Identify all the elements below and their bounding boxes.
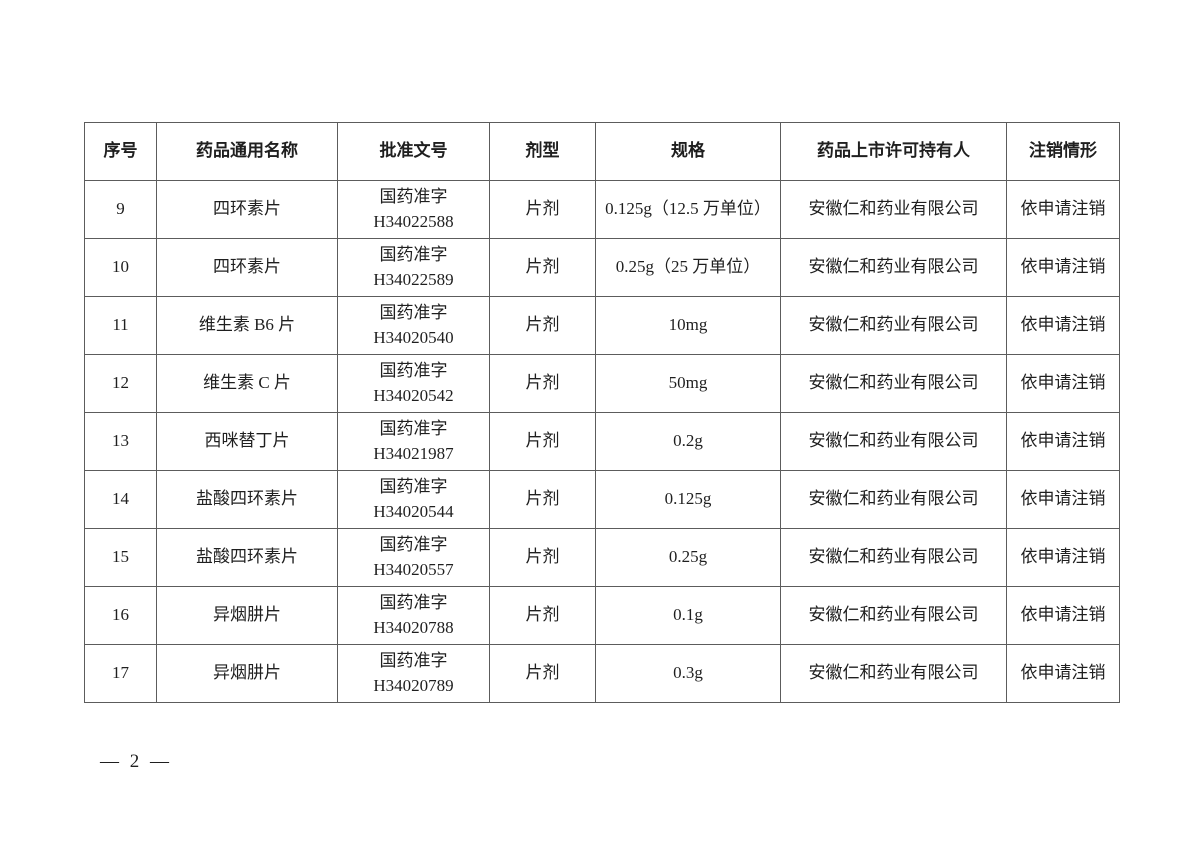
cell-no: 9	[84, 180, 157, 239]
cell-spec: 0.25g	[595, 528, 781, 587]
cell-form: 片剂	[489, 412, 596, 471]
cell-status: 依申请注销	[1006, 238, 1120, 297]
drug-deregistration-table: 序号 药品通用名称 批准文号 剂型 规格 药品上市许可持有人 注销情形 9 四环素…	[84, 122, 1120, 703]
cell-form: 片剂	[489, 354, 596, 413]
cell-status: 依申请注销	[1006, 180, 1120, 239]
cell-form: 片剂	[489, 644, 596, 703]
table-row: 9 四环素片 国药准字 H34022588 片剂 0.125g（12.5 万单位） 安徽仁…	[84, 180, 1120, 239]
cell-approval: 国药准字 H34020542	[337, 354, 490, 413]
cell-status: 依申请注销	[1006, 528, 1120, 587]
cell-form: 片剂	[489, 586, 596, 645]
cell-no: 12	[84, 354, 157, 413]
col-header-marketing-authorization-holder: 药品上市许可持有人	[780, 122, 1007, 181]
cell-name: 四环素片	[156, 238, 338, 297]
cell-form: 片剂	[489, 180, 596, 239]
page-number: — 2 —	[100, 751, 172, 772]
cell-spec: 0.1g	[595, 586, 781, 645]
cell-name: 异烟肼片	[156, 644, 338, 703]
cell-name: 西咪替丁片	[156, 412, 338, 471]
table-row: 10 四环素片 国药准字 H34022589 片剂 0.25g（25 万单位） 安徽仁和药…	[84, 238, 1120, 297]
table-row: 14 盐酸四环素片 国药准字 H34020544 片剂 0.125g 安徽仁和药业有限公司…	[84, 470, 1120, 529]
cell-no: 13	[84, 412, 157, 471]
table-row: 12 维生素 C 片国药准字 H34020542 片剂 50mg 安徽仁和药业有限公司依…	[84, 354, 1120, 413]
cell-status: 依申请注销	[1006, 644, 1120, 703]
cell-no: 16	[84, 586, 157, 645]
table-row: 16 异烟肼片 国药准字 H34020788 片剂 0.1g 安徽仁和药业有限公司 依申请注…	[84, 586, 1120, 645]
cell-no: 11	[84, 296, 157, 355]
cell-status: 依申请注销	[1006, 296, 1120, 355]
cell-spec: 50mg	[595, 354, 781, 413]
cell-form: 片剂	[489, 528, 596, 587]
cell-no: 10	[84, 238, 157, 297]
cell-no: 15	[84, 528, 157, 587]
cell-approval: 国药准字 H34020788	[337, 586, 490, 645]
cell-holder: 安徽仁和药业有限公司	[780, 296, 1007, 355]
cell-form: 片剂	[489, 296, 596, 355]
cell-name: 四环素片	[156, 180, 338, 239]
cell-holder: 安徽仁和药业有限公司	[780, 586, 1007, 645]
cell-status: 依申请注销	[1006, 586, 1120, 645]
cell-spec: 0.125g	[595, 470, 781, 529]
col-header-dosage-form: 剂型	[489, 122, 596, 181]
col-header-approval-number: 批准文号	[337, 122, 490, 181]
cell-holder: 安徽仁和药业有限公司	[780, 528, 1007, 587]
table-row: 11 维生素 B6 片国药准字 H34020540 片剂 10mg 安徽仁和药业有限公司…	[84, 296, 1120, 355]
cell-name: 盐酸四环素片	[156, 528, 338, 587]
cell-approval: 国药准字 H34020789	[337, 644, 490, 703]
cell-spec: 0.25g（25 万单位）	[595, 238, 781, 297]
cell-spec: 0.2g	[595, 412, 781, 471]
cell-holder: 安徽仁和药业有限公司	[780, 354, 1007, 413]
cell-holder: 安徽仁和药业有限公司	[780, 644, 1007, 703]
cell-holder: 安徽仁和药业有限公司	[780, 238, 1007, 297]
cell-name: 异烟肼片	[156, 586, 338, 645]
cell-approval: 国药准字 H34020544	[337, 470, 490, 529]
cell-no: 17	[84, 644, 157, 703]
cell-approval: 国药准字 H34022588	[337, 180, 490, 239]
cell-spec: 0.3g	[595, 644, 781, 703]
cell-holder: 安徽仁和药业有限公司	[780, 180, 1007, 239]
cell-status: 依申请注销	[1006, 412, 1120, 471]
cell-approval: 国药准字 H34022589	[337, 238, 490, 297]
table-header-row: 序号 药品通用名称 批准文号 剂型 规格 药品上市许可持有人 注销情形	[84, 122, 1120, 181]
cell-form: 片剂	[489, 470, 596, 529]
table-row: 15 盐酸四环素片 国药准字 H34020557 片剂 0.25g 安徽仁和药业有限公司依…	[84, 528, 1120, 587]
cell-holder: 安徽仁和药业有限公司	[780, 470, 1007, 529]
cell-holder: 安徽仁和药业有限公司	[780, 412, 1007, 471]
cell-status: 依申请注销	[1006, 354, 1120, 413]
cell-name: 盐酸四环素片	[156, 470, 338, 529]
col-header-drug-generic-name: 药品通用名称	[156, 122, 338, 181]
cell-form: 片剂	[489, 238, 596, 297]
col-header-cancellation-type: 注销情形	[1006, 122, 1120, 181]
cell-no: 14	[84, 470, 157, 529]
cell-spec: 10mg	[595, 296, 781, 355]
col-header-specification: 规格	[595, 122, 781, 181]
cell-approval: 国药准字 H34020557	[337, 528, 490, 587]
table-row: 13 西咪替丁片 国药准字 H34021987 片剂 0.2g 安徽仁和药业有限公司 依申请…	[84, 412, 1120, 471]
cell-name: 维生素 C 片	[156, 354, 338, 413]
cell-approval: 国药准字 H34020540	[337, 296, 490, 355]
cell-approval: 国药准字 H34021987	[337, 412, 490, 471]
col-header-serial-number: 序号	[84, 122, 157, 181]
cell-name: 维生素 B6 片	[156, 296, 338, 355]
cell-status: 依申请注销	[1006, 470, 1120, 529]
cell-spec: 0.125g（12.5 万单位）	[595, 180, 781, 239]
table-row: 17 异烟肼片 国药准字 H34020789 片剂 0.3g 安徽仁和药业有限公司 依申请注…	[84, 644, 1120, 703]
